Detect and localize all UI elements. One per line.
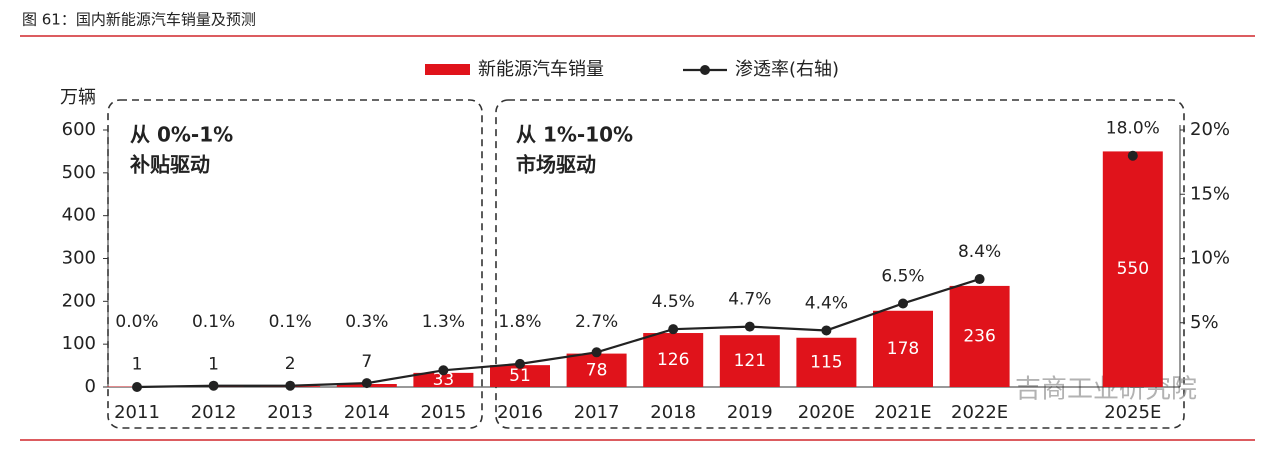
point-label: 1.8% [498, 312, 541, 332]
legend-label: 新能源汽车销量 [478, 59, 604, 80]
point-label: 4.5% [652, 292, 695, 312]
bar [719, 335, 780, 387]
x-tick-label: 2022E [951, 402, 1008, 423]
bar [873, 310, 933, 387]
x-tick-label: 2018 [650, 402, 696, 423]
x-tick-label: 2015 [420, 402, 466, 423]
line-point [132, 382, 142, 392]
x-tick-label: 2020E [798, 402, 855, 423]
bar-value-label: 78 [586, 360, 608, 380]
y-axis-label: 万辆 [60, 87, 96, 108]
bar [1102, 151, 1163, 387]
x-tick-label: 2016 [497, 402, 543, 423]
line-point [974, 274, 985, 285]
bar [949, 285, 1010, 387]
x-tick-label: 2021E [874, 402, 931, 423]
bar-value-label: 33 [433, 370, 455, 390]
x-tick-label: 2013 [267, 402, 313, 423]
point-label: 0.1% [269, 312, 312, 332]
bar-value-label: 126 [657, 350, 689, 370]
x-tick-label: 2017 [574, 402, 620, 423]
line-point [361, 378, 372, 389]
line-point [285, 380, 296, 391]
point-label: 8.4% [958, 242, 1001, 262]
point-label: 0.3% [345, 312, 388, 332]
point-label: 0.0% [115, 312, 158, 332]
bar [413, 372, 474, 387]
legend-swatch [700, 65, 710, 75]
line-point [898, 298, 908, 309]
x-tick-label: 2014 [344, 402, 390, 423]
bar-value-label: 236 [963, 326, 995, 346]
line-point [515, 358, 525, 369]
bar-value-label: 2 [285, 354, 296, 374]
legend-swatch [425, 64, 470, 75]
line-point [1127, 150, 1138, 161]
bar [490, 365, 550, 387]
y-tick-label: 200 [62, 290, 96, 311]
y2-tick-label: 5% [1190, 312, 1219, 333]
line-point [438, 365, 449, 376]
bar-value-label: 550 [1117, 259, 1149, 279]
annotation: 从 1%-10% [516, 123, 633, 147]
line-point [591, 347, 602, 358]
point-label: 18.0% [1106, 119, 1160, 139]
point-label: 6.5% [881, 266, 924, 286]
bar-value-label: 7 [361, 352, 372, 372]
bar-value-label: 121 [734, 351, 766, 371]
line-point [744, 321, 755, 332]
y2-tick-label: 10% [1190, 248, 1230, 269]
point-label: 4.4% [805, 293, 848, 313]
line-point [668, 324, 679, 335]
point-label: 4.7% [728, 290, 771, 310]
bar-value-label: 1 [132, 355, 143, 375]
bar [796, 337, 857, 387]
bar [643, 333, 704, 387]
point-label: 1.3% [422, 312, 465, 332]
annotation: 市场驱动 [516, 153, 596, 177]
bar-value-label: 115 [810, 352, 842, 372]
page-title: 图 61：国内新能源汽车销量及预测 [22, 11, 256, 29]
x-tick-label: 2011 [114, 402, 160, 423]
y-tick-label: 0 [85, 376, 96, 397]
line-point [821, 325, 832, 336]
y2-tick-label: 20% [1190, 119, 1230, 140]
bar-value-label: 1 [208, 355, 219, 375]
x-tick-label: 2012 [191, 402, 237, 423]
y2-tick-label: 15% [1190, 183, 1230, 204]
annotation: 从 0%-1% [130, 123, 233, 147]
y-tick-label: 400 [62, 205, 96, 226]
legend-label: 渗透率(右轴) [735, 59, 839, 80]
x-tick-label: 2019 [727, 402, 773, 423]
y-tick-label: 500 [62, 162, 96, 183]
annotation: 补贴驱动 [129, 153, 210, 177]
y-tick-label: 600 [62, 119, 96, 140]
bar-value-label: 51 [509, 366, 531, 386]
x-tick-label: 2025E [1104, 402, 1161, 423]
bar [566, 353, 627, 387]
bar-value-label: 178 [887, 339, 919, 359]
point-label: 0.1% [192, 312, 235, 332]
point-label: 2.7% [575, 312, 618, 332]
y-tick-label: 100 [62, 333, 96, 354]
phase-box [495, 99, 1185, 429]
y-tick-label: 300 [62, 248, 96, 269]
line-point [208, 380, 219, 391]
